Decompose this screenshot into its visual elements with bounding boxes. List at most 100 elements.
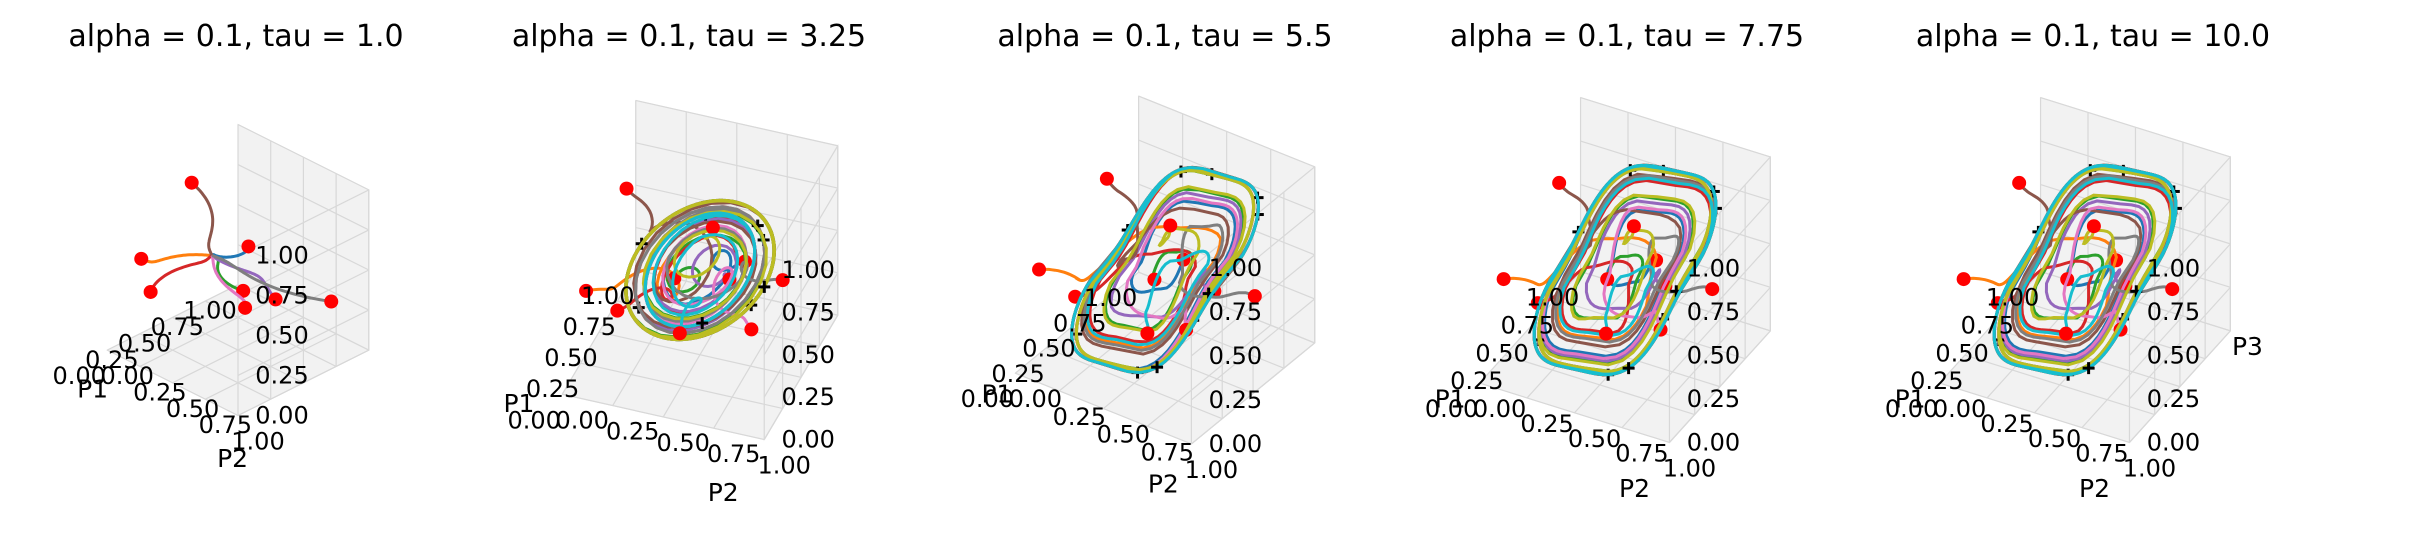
grid-line <box>763 230 839 356</box>
y-tick-label: 0.00 <box>1933 395 1986 423</box>
grid-line <box>2129 243 2231 356</box>
start-point <box>1099 171 1114 186</box>
grid-line <box>1191 342 1316 445</box>
x-axis-label: P1 <box>1895 384 1926 413</box>
x-tick-label: 1.00 <box>581 282 634 310</box>
grid-line <box>237 269 370 336</box>
y-tick-label: 1.00 <box>758 452 811 480</box>
end-marker <box>2082 362 2095 375</box>
start-point <box>143 284 158 299</box>
grid-line <box>1580 97 1771 158</box>
y-tick-label: 1.00 <box>231 428 284 456</box>
x-tick-label: 0.50 <box>118 329 171 357</box>
x-tick-label: 1.00 <box>1526 284 1579 312</box>
x-axis-label: P1 <box>503 389 534 418</box>
y-axis-label: P2 <box>1619 474 1650 503</box>
z-tick-label: 1.00 <box>782 256 835 284</box>
grid-line <box>172 316 304 384</box>
grid-line <box>713 303 788 429</box>
y-tick-label: 0.75 <box>2075 440 2128 468</box>
x-tick-label: 0.00 <box>52 362 105 390</box>
start-point <box>241 239 256 254</box>
z-tick-label: 0.00 <box>1687 428 1740 456</box>
z-tick-label: 1.00 <box>255 241 308 269</box>
y-tick-label: 0.00 <box>555 406 608 434</box>
trajectory-line <box>211 254 332 303</box>
start-point <box>1956 272 1971 287</box>
x-tick-label: 0.00 <box>1425 395 1478 423</box>
x-axis-label: P1 <box>1435 384 1466 413</box>
x-tick-label: 0.75 <box>1053 309 1106 337</box>
grid-line <box>237 189 370 256</box>
z-tick-label: 0.00 <box>1209 430 1262 458</box>
panel-5: alpha = 0.1, tau = 10.00.000.250.500.751… <box>1885 19 2270 503</box>
start-point <box>2059 326 2074 341</box>
start-point <box>184 175 199 190</box>
z-tick-label: 1.00 <box>1687 254 1740 282</box>
y-tick-label: 0.50 <box>1568 425 1621 453</box>
panel-3: alpha = 0.1, tau = 5.50.000.250.500.751.… <box>961 19 1333 499</box>
trajectory-line <box>1070 165 1260 375</box>
start-point <box>1552 175 1567 190</box>
z-tick-label: 1.00 <box>2147 254 2200 282</box>
y-axis-label: P2 <box>1148 470 1179 499</box>
x-tick-label: 0.25 <box>1450 367 1503 395</box>
x-tick-label: 1.00 <box>183 297 236 325</box>
start-point <box>236 283 251 298</box>
start-point <box>2165 282 2180 297</box>
end-marker <box>1151 361 1164 374</box>
start-point <box>775 273 790 288</box>
y-tick-label: 0.25 <box>133 378 186 406</box>
start-point <box>744 322 759 337</box>
y-axis-label: P2 <box>217 444 248 473</box>
grid-line <box>763 145 839 271</box>
z-tick-label: 0.75 <box>1209 298 1262 326</box>
grid-line <box>1138 95 1315 168</box>
grid-line <box>1669 243 1771 356</box>
grid-line <box>635 142 838 189</box>
z-tick-label: 0.25 <box>1687 385 1740 413</box>
y-tick-label: 1.00 <box>1663 454 1716 482</box>
panel-title: alpha = 0.1, tau = 3.25 <box>512 19 866 54</box>
y-tick-label: 1.00 <box>1185 456 1238 484</box>
x-tick-label: 0.50 <box>1022 335 1075 363</box>
y-tick-label: 1.00 <box>2123 454 2176 482</box>
x-tick-label: 0.25 <box>991 360 1044 388</box>
start-point <box>2086 219 2101 234</box>
start-point <box>1626 219 1641 234</box>
grid-line <box>635 99 838 147</box>
grid-line <box>1669 330 1771 443</box>
start-point <box>1599 326 1614 341</box>
start-point <box>1032 262 1047 277</box>
trajectory-line <box>140 253 212 264</box>
z-tick-label: 0.25 <box>782 383 835 411</box>
start-point <box>134 251 149 266</box>
y-tick-label: 0.25 <box>1520 410 1573 438</box>
grid-line <box>2081 315 2184 428</box>
y-tick-label: 0.25 <box>1053 403 1106 431</box>
x-axis-label: P1 <box>981 380 1012 409</box>
y-tick-label: 0.75 <box>1141 438 1194 466</box>
x-tick-label: 0.00 <box>507 406 560 434</box>
x-tick-label: 0.25 <box>526 375 579 403</box>
grid-line <box>2040 97 2231 158</box>
start-point <box>705 220 720 235</box>
grid-line <box>1138 271 1315 344</box>
start-point <box>1496 272 1511 287</box>
z-tick-label: 0.00 <box>2147 428 2200 456</box>
z-tick-label: 0.25 <box>2147 385 2200 413</box>
z-tick-label: 0.75 <box>782 298 835 326</box>
x-tick-label: 0.50 <box>544 344 597 372</box>
z-tick-label: 0.50 <box>2147 341 2200 369</box>
y-tick-label: 0.75 <box>707 440 760 468</box>
grid-line <box>237 164 370 231</box>
y-tick-label: 0.25 <box>1980 410 2033 438</box>
y-tick-label: 0.50 <box>1097 421 1150 449</box>
start-point <box>579 283 594 298</box>
panel-1: alpha = 0.1, tau = 1.00.000.250.500.751.… <box>52 19 403 473</box>
grid-line <box>763 187 839 313</box>
y-axis-label: P2 <box>2079 474 2110 503</box>
start-point <box>238 300 253 315</box>
z-tick-label: 0.75 <box>2147 298 2200 326</box>
